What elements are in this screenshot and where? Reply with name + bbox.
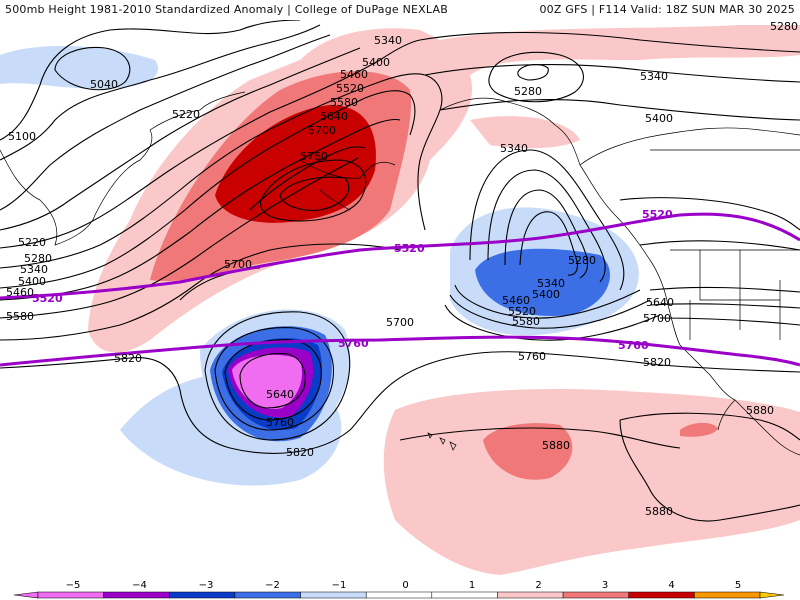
height-labels: 5040 5100 5220 5220 5280 5340 5400 5460 … xyxy=(6,20,798,518)
height-label: 5520 xyxy=(508,305,536,318)
height-label: 5280 xyxy=(770,20,798,33)
purple-label: 5760 xyxy=(618,339,649,352)
colorbar-tick-label: 3 xyxy=(602,580,608,591)
colorbar-tick-label: 1 xyxy=(469,580,475,591)
height-label: 5880 xyxy=(746,404,774,417)
colorbar-segment xyxy=(103,591,170,599)
purple-label: 5520 xyxy=(394,242,425,255)
purple-labels: 5520 5520 5520 5760 5760 xyxy=(32,208,673,352)
purple-label: 5760 xyxy=(338,337,369,350)
height-label: 5700 xyxy=(386,316,414,329)
colorbar-arrow-right xyxy=(759,591,785,599)
height-label: 5700 xyxy=(643,312,671,325)
colorbar-arrow-left xyxy=(13,591,39,599)
height-label: 5280 xyxy=(514,85,542,98)
height-label: 5400 xyxy=(18,275,46,288)
colorbar-tick-label: −2 xyxy=(265,580,280,591)
colorbar-segment xyxy=(169,591,236,599)
height-contours xyxy=(0,20,800,522)
colorbar-segment xyxy=(628,591,695,599)
purple-label: 5520 xyxy=(32,292,63,305)
colorbar-segment xyxy=(234,591,301,599)
colorbar-tick-label: 0 xyxy=(402,580,408,591)
colorbar-segment xyxy=(365,591,433,599)
height-label: 5640 xyxy=(266,388,294,401)
anomaly-shading xyxy=(0,25,800,575)
height-label: 5280 xyxy=(24,252,52,265)
anomaly-map: 5040 5100 5220 5220 5280 5340 5400 5460 … xyxy=(0,20,800,599)
height-label: 5580 xyxy=(6,310,34,323)
height-label: 5760 xyxy=(300,150,328,163)
purple-label: 5520 xyxy=(642,208,673,221)
colorbar-tick-label: −5 xyxy=(66,580,81,591)
height-label: 5340 xyxy=(500,142,528,155)
chart-title: 500mb Height 1981-2010 Standardized Anom… xyxy=(5,3,448,16)
height-label: 5400 xyxy=(645,112,673,125)
colorbar-segment xyxy=(300,591,367,599)
height-label: 5880 xyxy=(542,439,570,452)
height-label: 5820 xyxy=(643,356,671,369)
colorbar-tick-label: −1 xyxy=(332,580,347,591)
colorbar-segment xyxy=(37,591,104,599)
height-label: 5760 xyxy=(518,350,546,363)
height-label: 5220 xyxy=(172,108,200,121)
height-label: 5580 xyxy=(330,96,358,109)
colorbar-tick-label: −4 xyxy=(132,580,147,591)
model-valid-time: 00Z GFS | F114 Valid: 18Z SUN MAR 30 202… xyxy=(539,3,795,16)
height-label: 5400 xyxy=(362,56,390,69)
height-label: 5040 xyxy=(90,78,118,91)
height-label: 5340 xyxy=(20,263,48,276)
height-label: 5640 xyxy=(320,110,348,123)
colorbar-segment xyxy=(431,591,498,599)
colorbar-tick-label: −3 xyxy=(199,580,214,591)
colorbar-segment xyxy=(497,591,564,599)
purple-contours xyxy=(0,212,800,367)
colorbar-segment xyxy=(562,591,629,599)
height-label: 5220 xyxy=(18,236,46,249)
height-label: 5820 xyxy=(114,352,142,365)
height-label: 5100 xyxy=(8,130,36,143)
height-label: 5280 xyxy=(568,254,596,267)
colorbar-tick-label: 5 xyxy=(735,580,741,591)
height-label: 5760 xyxy=(266,416,294,429)
height-label: 5700 xyxy=(224,258,252,271)
height-label: 5460 xyxy=(6,286,34,299)
colorbar-segment xyxy=(694,591,761,599)
height-label: 5820 xyxy=(286,446,314,459)
height-label: 5340 xyxy=(640,70,668,83)
height-label: 5340 xyxy=(537,277,565,290)
height-label: 5460 xyxy=(340,68,368,81)
height-label: 5460 xyxy=(502,294,530,307)
colorbar-tick-label: 2 xyxy=(535,580,541,591)
height-label: 5520 xyxy=(336,82,364,95)
colorbar-tick-label: 4 xyxy=(668,580,674,591)
height-label: 5400 xyxy=(532,288,560,301)
height-label: 5880 xyxy=(645,505,673,518)
height-label: 5340 xyxy=(374,34,402,47)
height-label: 5580 xyxy=(512,315,540,328)
height-label: 5640 xyxy=(646,296,674,309)
colorbar: −5 −4 −3 −2 −1 0 1 2 3 4 5 xyxy=(13,580,785,599)
height-label: 5700 xyxy=(308,124,336,137)
